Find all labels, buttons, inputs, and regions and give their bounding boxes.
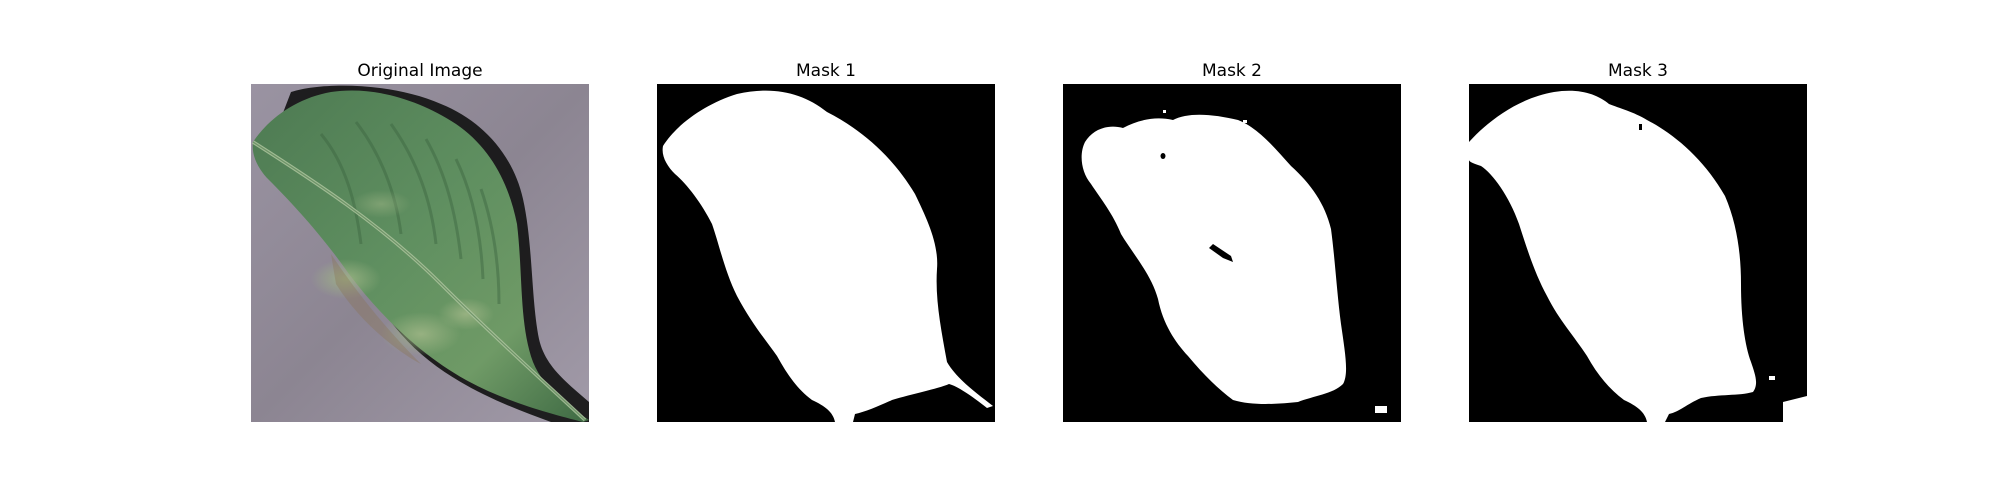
panel-original-image: Original Image — [251, 58, 589, 422]
mask-1-image — [657, 84, 995, 422]
mask-3-image — [1469, 84, 1807, 422]
mask-2-image — [1063, 84, 1401, 422]
panel-mask-1: Mask 1 — [657, 58, 995, 422]
panel-title: Mask 2 — [1201, 61, 1262, 81]
panel-mask-2: Mask 2 — [1063, 58, 1401, 422]
panel-title: Mask 1 — [795, 61, 856, 81]
panel-title: Mask 3 — [1607, 61, 1668, 81]
original-leaf-photo — [251, 84, 589, 422]
panel-title: Original Image — [357, 61, 483, 81]
panel-mask-3: Mask 3 — [1469, 58, 1807, 422]
